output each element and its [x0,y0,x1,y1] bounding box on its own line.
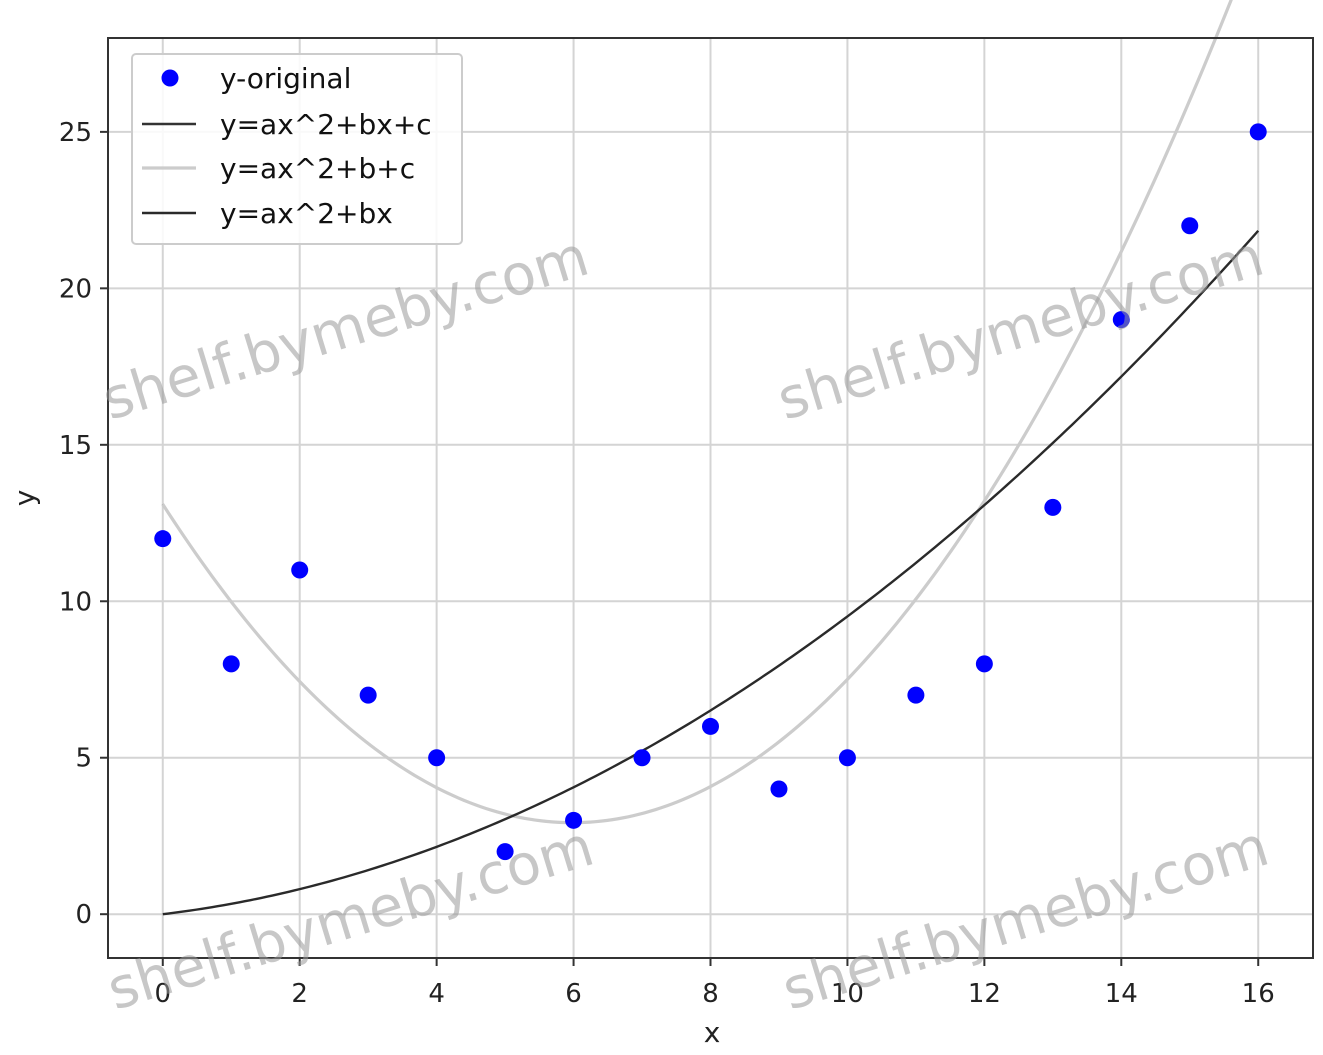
x-axis-label: x [704,1016,721,1049]
x-tick-label: 4 [428,979,445,1009]
y-axis-label: y [8,490,41,507]
x-tick-label: 8 [702,979,719,1009]
data-point [1249,123,1267,141]
y-tick-label: 15 [59,431,92,461]
x-tick-label: 10 [831,979,864,1009]
curves [161,0,1260,916]
legend: y-original y=ax^2+bx+c y=ax^2+b+c y=ax^2+bx [131,53,463,245]
data-point [975,655,993,673]
data-points [154,123,1267,861]
data-point [428,749,446,767]
data-point [838,749,856,767]
legend-box [131,53,463,245]
plot-frame [107,37,1314,959]
data-point [291,561,309,579]
fit-curve-2 [161,0,1233,825]
legend-label-points: y-original [220,62,351,95]
x-tick-label: 0 [154,979,171,1009]
y-tick-label: 20 [59,274,92,304]
x-tick-label: 12 [968,979,1001,1009]
x-tick-label: 2 [291,979,308,1009]
data-point [154,530,172,548]
legend-label-3: y=ax^2+bx [220,197,393,230]
y-ticks: 0 5 10 15 20 25 [59,118,108,930]
x-tick-label: 6 [565,979,582,1009]
data-point [907,686,925,704]
y-tick-label: 25 [59,118,92,148]
x-tick-label: 16 [1242,979,1275,1009]
data-point [222,655,240,673]
data-point [633,749,651,767]
data-point [565,811,583,829]
data-point [1181,217,1199,235]
data-point [1044,498,1062,516]
y-tick-label: 5 [75,744,92,774]
legend-marker-points [161,69,179,87]
x-ticks: 0 2 4 6 8 10 12 14 16 [154,958,1275,1009]
x-tick-label: 14 [1105,979,1138,1009]
data-point [1112,311,1130,329]
legend-label-2: y=ax^2+b+c [220,152,415,185]
y-tick-label: 0 [75,900,92,930]
legend-label-1: y=ax^2+bx+c [220,108,432,141]
fit-curve-3 [162,229,1260,916]
data-point [359,686,377,704]
y-tick-label: 10 [59,587,92,617]
data-point [496,843,514,861]
data-point [770,780,788,798]
data-point [702,717,719,735]
